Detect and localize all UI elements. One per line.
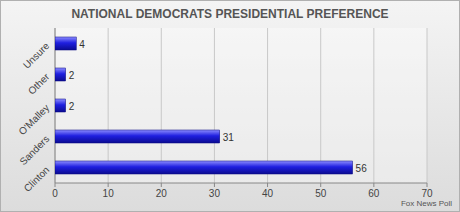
data-label: 4 xyxy=(79,39,85,50)
grid-line xyxy=(161,28,162,183)
category-label: Sanders xyxy=(17,133,51,167)
grid-line xyxy=(267,28,268,183)
title: NATIONAL DEMOCRATS PRESIDENTIAL PREFEREN… xyxy=(71,7,388,21)
x-axis-line xyxy=(55,183,427,184)
annotation: Fox News Poll xyxy=(401,199,452,208)
tick-label: 70 xyxy=(421,188,433,199)
tick-label: 10 xyxy=(103,188,115,199)
tick-mark xyxy=(214,183,215,187)
tick-mark xyxy=(427,183,428,187)
category-label: Clinton xyxy=(22,164,52,194)
category-label: O'Malley xyxy=(16,102,51,137)
bar xyxy=(55,37,76,50)
category-label: Unsure xyxy=(21,40,52,71)
category-label: Other xyxy=(26,71,52,97)
tick-mark xyxy=(373,183,374,187)
bar xyxy=(55,161,353,174)
bar xyxy=(55,130,220,143)
tick-mark xyxy=(267,183,268,187)
grid-line xyxy=(320,28,321,183)
data-label: 31 xyxy=(223,132,235,143)
tick-label: 50 xyxy=(315,188,327,199)
tick-label: 30 xyxy=(209,188,221,199)
background xyxy=(1,1,460,212)
tick-mark xyxy=(55,183,56,187)
data-label: 2 xyxy=(69,101,75,112)
bars xyxy=(55,37,353,174)
tick-mark xyxy=(161,183,162,187)
tick-label: 40 xyxy=(262,188,274,199)
bar xyxy=(55,68,66,81)
grid-line xyxy=(427,28,428,183)
grid-line xyxy=(373,28,374,183)
tick-label: 60 xyxy=(368,188,380,199)
tick-label: 20 xyxy=(156,188,168,199)
data-label: 56 xyxy=(356,163,368,174)
tick-mark xyxy=(320,183,321,187)
grid-line xyxy=(214,28,215,183)
bar xyxy=(55,99,66,112)
data-label: 2 xyxy=(69,70,75,81)
tick-label: 0 xyxy=(52,188,58,199)
plot-area xyxy=(55,28,427,183)
chart: NATIONAL DEMOCRATS PRESIDENTIAL PREFEREN… xyxy=(0,0,460,212)
tick-mark xyxy=(108,183,109,187)
grid-line xyxy=(108,28,109,183)
